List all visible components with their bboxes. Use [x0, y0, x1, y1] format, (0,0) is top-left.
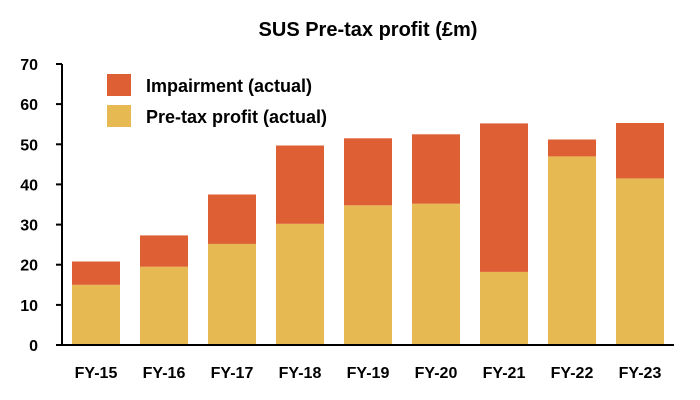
x-tick-label: FY-21 — [483, 365, 526, 382]
bar-impairment-fy-15 — [72, 261, 120, 285]
bar-pretax-fy-22 — [548, 156, 596, 345]
x-tick-label: FY-19 — [347, 365, 390, 382]
legend-label-pretax: Pre-tax profit (actual) — [146, 107, 327, 127]
bar-pretax-fy-23 — [616, 178, 664, 345]
x-axis-ticks: FY-15 FY-16 FY-17 FY-18 FY-19 FY-20 FY-21 FY-22… — [75, 365, 662, 382]
legend-swatch-impairment — [107, 74, 131, 96]
bar-pretax-fy-21 — [480, 271, 528, 345]
bar-impairment-fy-21 — [480, 123, 528, 272]
bar-impairment-fy-22 — [548, 139, 596, 157]
bar-impairment-fy-23 — [616, 123, 664, 179]
y-tick-label: 30 — [20, 218, 38, 235]
chart-title: SUS Pre-tax profit (£m) — [259, 19, 478, 41]
y-tick-label: 40 — [20, 177, 38, 194]
bars-layer — [72, 123, 664, 345]
bar-pretax-fy-17 — [208, 243, 256, 345]
y-tick-label: 50 — [20, 137, 38, 154]
bar-impairment-fy-20 — [412, 134, 460, 204]
legend-label-impairment: Impairment (actual) — [146, 76, 312, 96]
bar-pretax-fy-18 — [276, 223, 324, 345]
y-axis-ticks: 0 10 20 30 40 50 60 70 — [20, 57, 62, 355]
bar-impairment-fy-19 — [344, 138, 392, 206]
y-tick-label: 70 — [20, 57, 38, 74]
y-tick-label: 0 — [29, 338, 38, 355]
bar-pretax-fy-15 — [72, 284, 120, 345]
bar-pretax-fy-19 — [344, 205, 392, 345]
x-tick-label: FY-15 — [75, 365, 118, 382]
legend-swatch-pretax — [107, 105, 131, 127]
bar-impairment-fy-17 — [208, 194, 256, 244]
x-tick-label: FY-20 — [415, 365, 458, 382]
x-tick-label: FY-22 — [551, 365, 594, 382]
y-tick-label: 10 — [20, 298, 38, 315]
y-tick-label: 20 — [20, 258, 38, 275]
x-tick-label: FY-16 — [143, 365, 186, 382]
legend: Impairment (actual) Pre-tax profit (actu… — [107, 74, 327, 127]
x-tick-label: FY-18 — [279, 365, 322, 382]
x-tick-label: FY-17 — [211, 365, 254, 382]
x-tick-label: FY-23 — [619, 365, 662, 382]
bar-pretax-fy-20 — [412, 203, 460, 345]
bar-pretax-fy-16 — [140, 266, 188, 345]
bar-impairment-fy-16 — [140, 235, 188, 267]
bar-impairment-fy-18 — [276, 145, 324, 224]
y-tick-label: 60 — [20, 97, 38, 114]
